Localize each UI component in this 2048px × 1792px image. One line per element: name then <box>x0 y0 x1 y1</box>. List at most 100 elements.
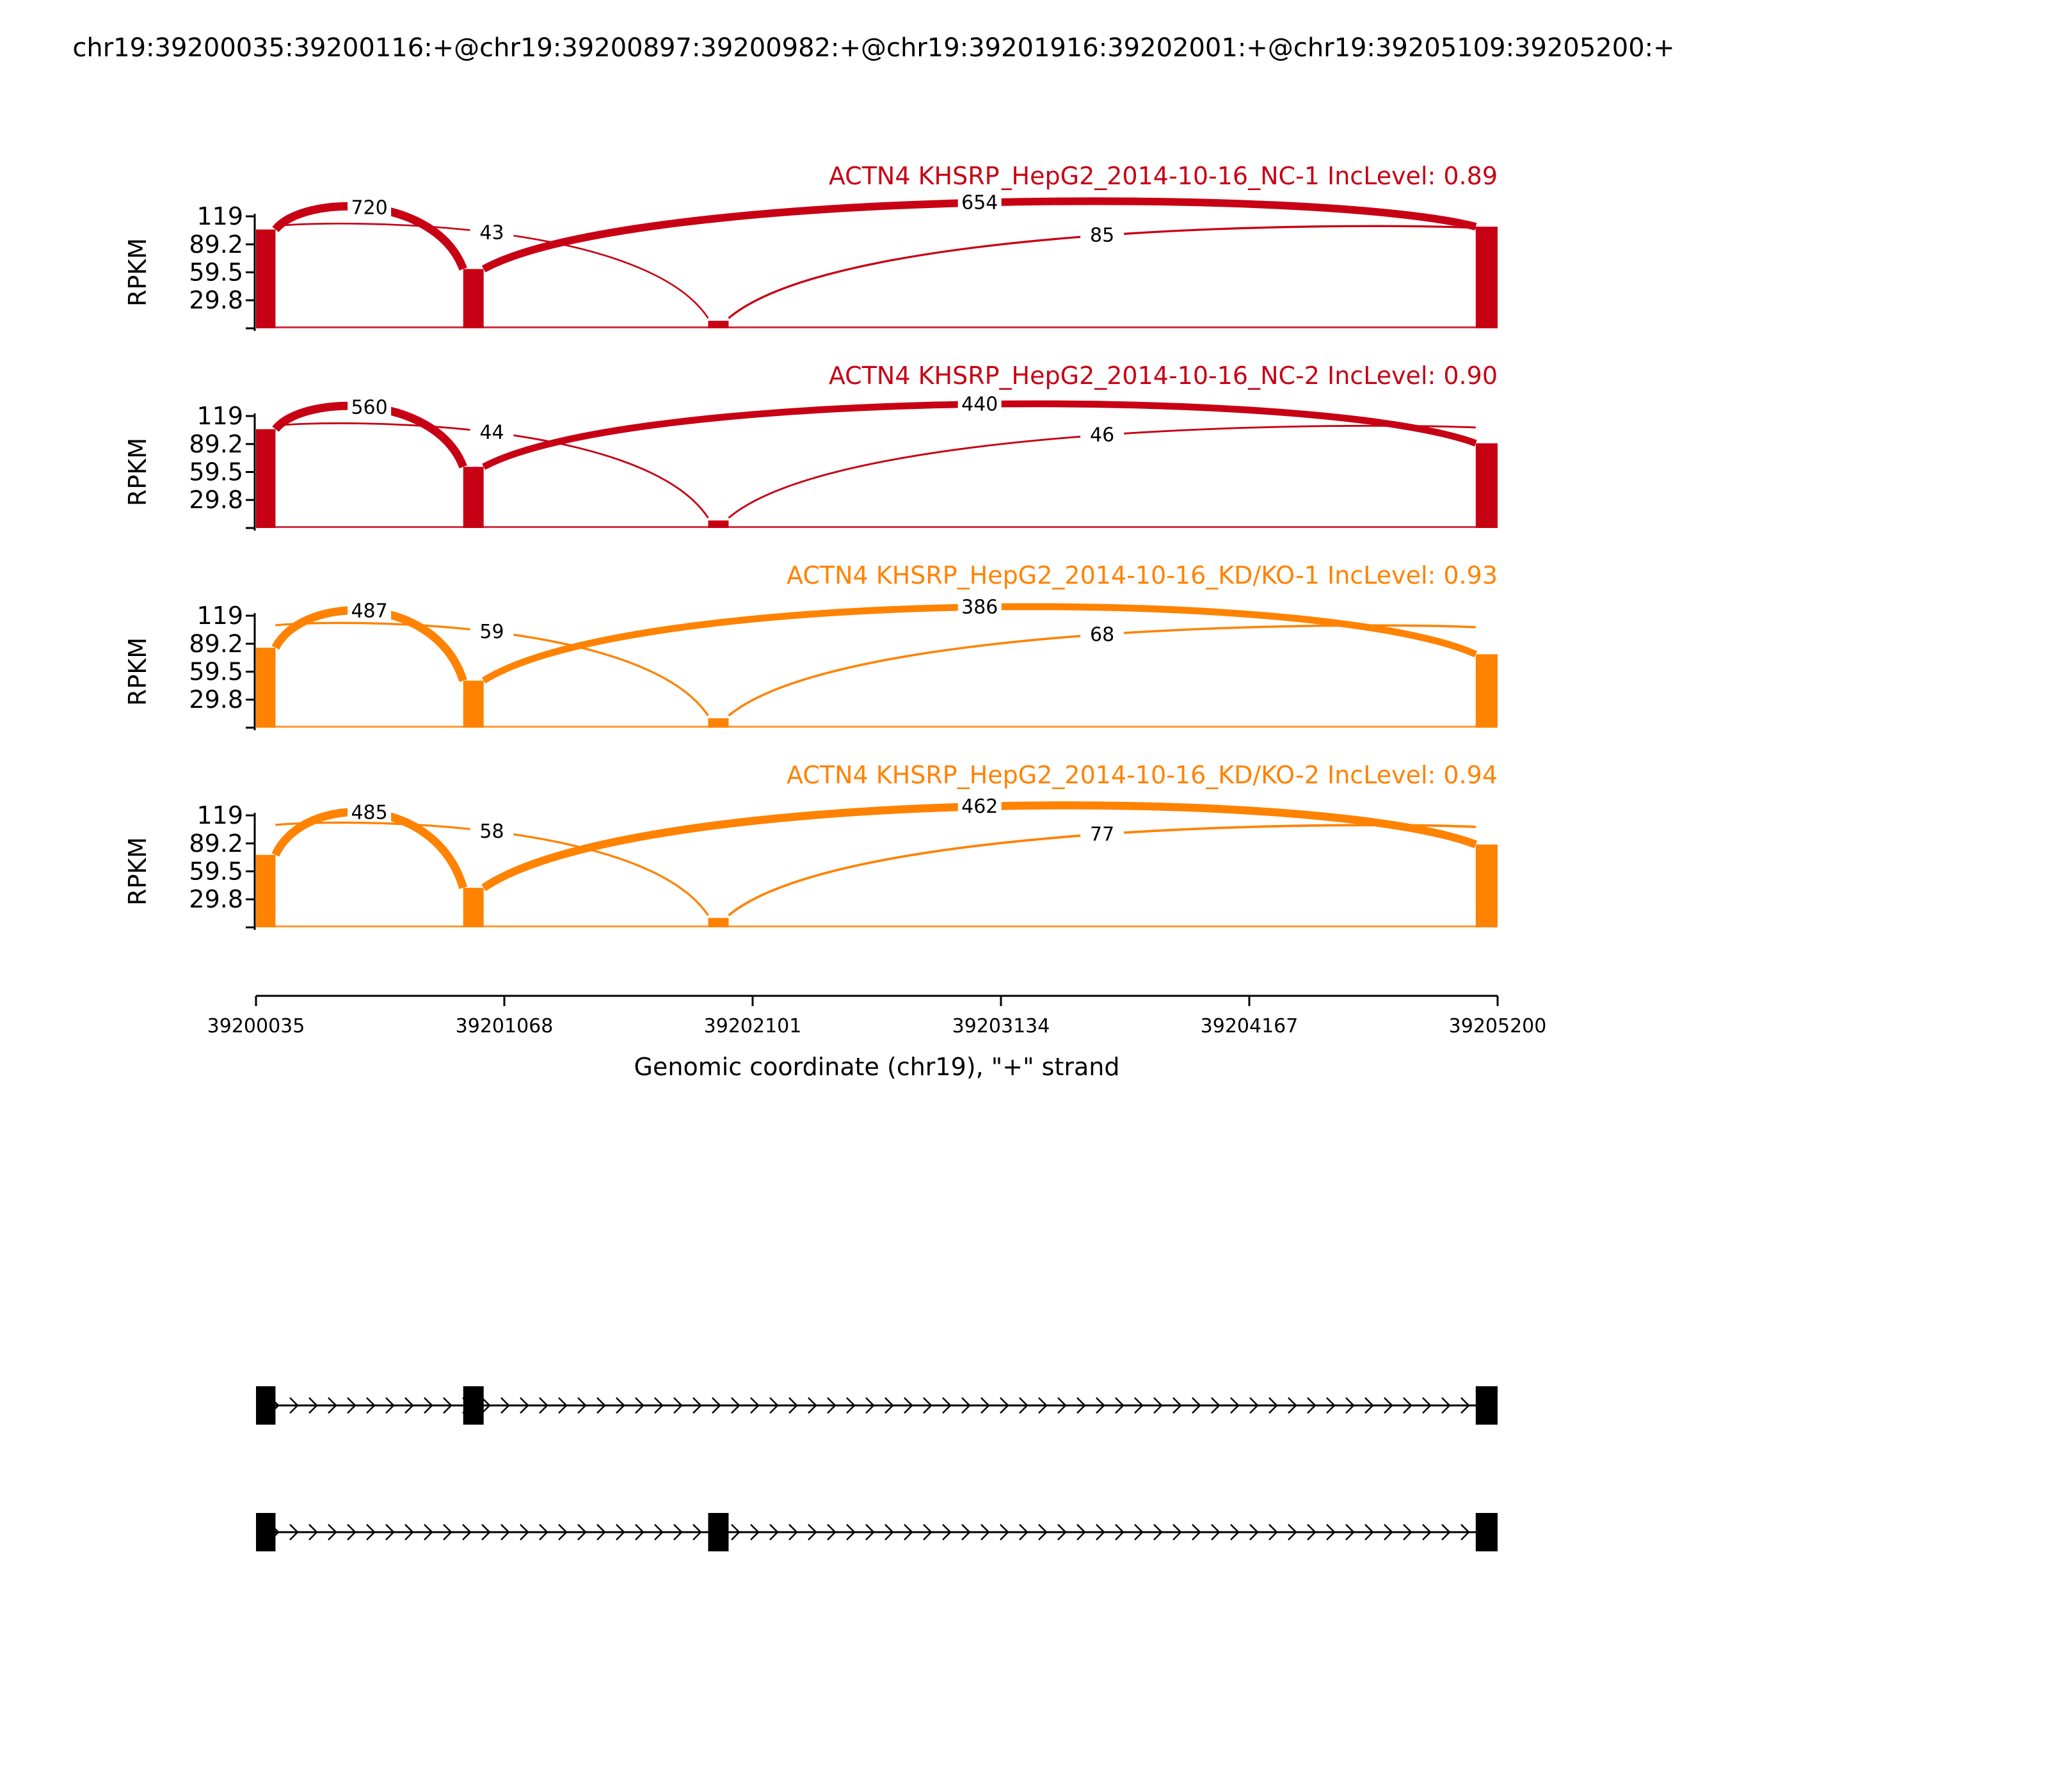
strand-arrow <box>731 1524 740 1540</box>
strand-arrow <box>827 1524 836 1540</box>
exon-coverage-bar <box>463 467 484 528</box>
y-tick-label: 89.2 <box>189 230 243 259</box>
junction-count: 43 <box>479 222 504 244</box>
strand-arrow <box>596 1524 606 1540</box>
strand-arrow <box>1211 1397 1220 1414</box>
junction-label-box <box>1080 420 1124 447</box>
junction-count: 59 <box>479 621 504 643</box>
exon-coverage-bar <box>708 321 729 328</box>
strand-arrow <box>865 1397 875 1414</box>
y-tick-label: 59.5 <box>189 458 243 486</box>
junction-label-box <box>1080 221 1124 247</box>
strand-arrow <box>577 1524 587 1540</box>
strand-arrow <box>616 1524 625 1540</box>
strand-arrow <box>731 1397 740 1414</box>
junction-label: 386 <box>957 593 1002 619</box>
junction-label: 43 <box>470 218 514 244</box>
exon-coverage-bar <box>1475 227 1498 328</box>
strand-arrow <box>1057 1524 1067 1540</box>
x-tick-label: 39201068 <box>456 1015 554 1037</box>
y-axis-label: RPKM <box>124 837 152 906</box>
strand-arrow <box>1288 1397 1297 1414</box>
strand-arrow <box>616 1397 625 1414</box>
junction-label-box <box>957 593 1002 619</box>
junction-count: 58 <box>479 820 504 843</box>
baseline-coverage <box>256 326 1498 328</box>
y-tick-label: 119 <box>196 402 243 430</box>
x-tick-label: 39205200 <box>1449 1015 1547 1037</box>
strand-arrow <box>481 1524 491 1540</box>
strand-arrow <box>1460 1397 1470 1414</box>
strand-arrow <box>1096 1524 1105 1540</box>
strand-arrow <box>1211 1524 1220 1540</box>
strand-arrow <box>1403 1524 1412 1540</box>
strand-arrow <box>923 1524 932 1540</box>
strand-arrow <box>1076 1524 1086 1540</box>
exon-block <box>1475 1386 1498 1425</box>
strand-arrow <box>1441 1397 1451 1414</box>
strand-arrow <box>385 1524 395 1540</box>
junction-count: 46 <box>1090 424 1114 447</box>
track-2: ACTN4 KHSRP_HepG2_2014-10-16_NC-2 IncLev… <box>124 362 1498 531</box>
strand-arrow <box>1192 1397 1201 1414</box>
junction-label: 46 <box>1080 420 1124 447</box>
y-tick-label: 119 <box>196 602 243 630</box>
strand-arrow <box>980 1397 990 1414</box>
junction-count: 654 <box>961 192 998 214</box>
strand-arrow <box>404 1524 414 1540</box>
baseline-coverage <box>256 726 1498 728</box>
junction-count: 485 <box>351 802 387 824</box>
strand-arrow <box>424 1524 433 1540</box>
junction-label: 44 <box>470 418 514 444</box>
strand-arrow <box>808 1524 817 1540</box>
x-axis: 39200035 39201068 39202101 39203134 39204167… <box>207 995 1547 1081</box>
strand-arrow <box>577 1397 587 1414</box>
strand-arrow <box>1441 1524 1451 1540</box>
exon-coverage-bar <box>463 680 484 728</box>
strand-arrow <box>1172 1524 1182 1540</box>
isoform-1 <box>256 1386 1498 1425</box>
strand-arrow <box>884 1524 894 1540</box>
strand-arrow <box>539 1524 548 1540</box>
strand-arrow <box>1249 1397 1259 1414</box>
junction-label: 462 <box>957 792 1002 819</box>
strand-arrow <box>846 1524 856 1540</box>
strand-arrow <box>328 1524 337 1540</box>
exon-coverage-bar <box>1475 654 1498 728</box>
strand-arrow <box>1019 1397 1028 1414</box>
strand-arrow <box>289 1524 299 1540</box>
strand-arrow <box>712 1397 721 1414</box>
y-tick-label: 119 <box>196 801 243 829</box>
junction-label: 720 <box>348 193 392 220</box>
strand-arrow <box>1364 1397 1374 1414</box>
strand-arrow <box>750 1397 760 1414</box>
junction-label: 487 <box>348 596 392 623</box>
strand-arrow <box>1153 1524 1163 1540</box>
exon-coverage-bar <box>708 520 729 528</box>
strand-arrow <box>424 1397 433 1414</box>
strand-arrow <box>1326 1524 1336 1540</box>
strand-arrow <box>673 1397 683 1414</box>
strand-arrow <box>404 1397 414 1414</box>
strand-arrow <box>596 1397 606 1414</box>
junction-count: 44 <box>479 422 504 444</box>
junction-count: 68 <box>1090 623 1114 646</box>
junction-label: 440 <box>957 390 1002 416</box>
strand-arrow <box>1134 1397 1144 1414</box>
junction-label-box <box>1080 620 1124 646</box>
y-tick-label: 119 <box>196 202 243 230</box>
exon-block <box>708 1513 729 1551</box>
junction-label-box <box>957 188 1002 214</box>
strand-arrow <box>788 1397 798 1414</box>
track-4: ACTN4 KHSRP_HepG2_2014-10-16_KD/KO-2 Inc… <box>124 761 1498 930</box>
junction-label: 654 <box>957 188 1002 214</box>
track-title: ACTN4 KHSRP_HepG2_2014-10-16_KD/KO-1 Inc… <box>787 561 1498 589</box>
track-3: ACTN4 KHSRP_HepG2_2014-10-16_KD/KO-1 Inc… <box>124 561 1498 730</box>
isoform-models <box>256 1386 1498 1551</box>
strand-arrow <box>520 1524 529 1540</box>
strand-arrow <box>673 1524 683 1540</box>
junction-label: 485 <box>348 798 392 824</box>
x-axis-label: Genomic coordinate (chr19), "+" strand <box>634 1053 1120 1081</box>
exon-coverage-bar <box>1475 443 1498 528</box>
junction-label-box <box>470 618 514 644</box>
